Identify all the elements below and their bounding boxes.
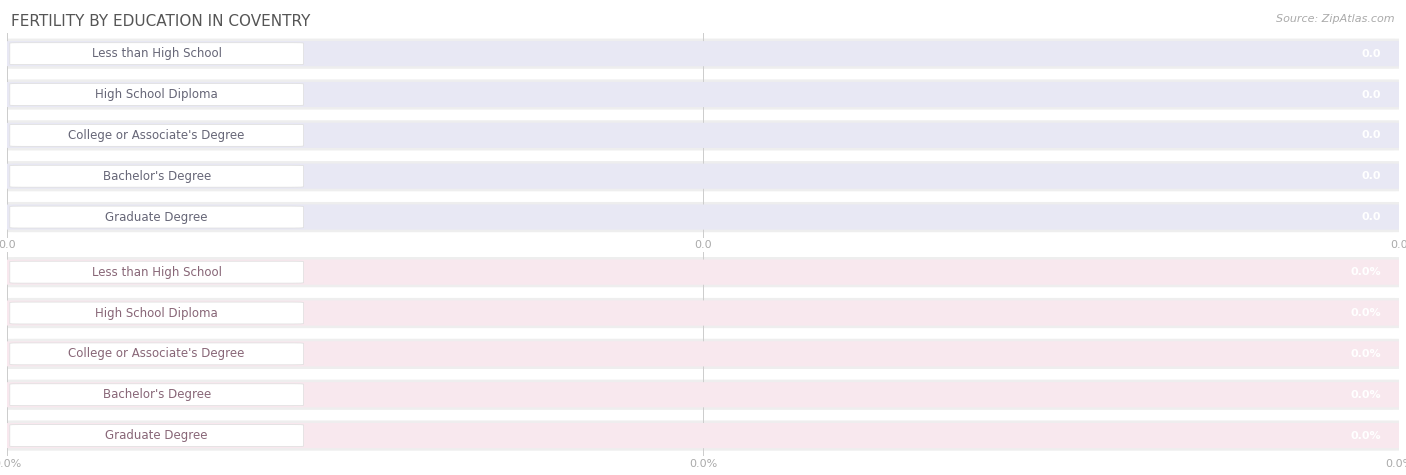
FancyBboxPatch shape	[3, 82, 1403, 107]
Text: Bachelor's Degree: Bachelor's Degree	[103, 388, 211, 401]
Text: High School Diploma: High School Diploma	[96, 88, 218, 101]
FancyBboxPatch shape	[0, 298, 1406, 328]
FancyBboxPatch shape	[10, 261, 304, 283]
FancyBboxPatch shape	[0, 38, 1406, 69]
FancyBboxPatch shape	[0, 380, 1406, 410]
FancyBboxPatch shape	[0, 79, 1406, 110]
Text: College or Associate's Degree: College or Associate's Degree	[69, 347, 245, 361]
Text: 0.0%: 0.0%	[1350, 349, 1381, 359]
FancyBboxPatch shape	[3, 123, 1403, 148]
Text: 0.0: 0.0	[1361, 48, 1381, 59]
Text: Source: ZipAtlas.com: Source: ZipAtlas.com	[1277, 14, 1395, 24]
FancyBboxPatch shape	[3, 205, 1403, 229]
FancyBboxPatch shape	[10, 302, 304, 324]
Text: 0.0%: 0.0%	[1350, 267, 1381, 277]
FancyBboxPatch shape	[10, 43, 304, 65]
Text: Bachelor's Degree: Bachelor's Degree	[103, 170, 211, 183]
Text: High School Diploma: High School Diploma	[96, 306, 218, 320]
FancyBboxPatch shape	[3, 342, 1403, 366]
FancyBboxPatch shape	[0, 161, 1406, 191]
FancyBboxPatch shape	[10, 206, 304, 228]
Text: 0.0%: 0.0%	[1350, 308, 1381, 318]
FancyBboxPatch shape	[10, 343, 304, 365]
Text: 0.0: 0.0	[1361, 171, 1381, 181]
Text: Graduate Degree: Graduate Degree	[105, 429, 208, 442]
FancyBboxPatch shape	[10, 84, 304, 105]
FancyBboxPatch shape	[3, 382, 1403, 407]
FancyBboxPatch shape	[0, 120, 1406, 151]
Text: 0.0%: 0.0%	[1350, 430, 1381, 441]
Text: FERTILITY BY EDUCATION IN COVENTRY: FERTILITY BY EDUCATION IN COVENTRY	[11, 14, 311, 29]
FancyBboxPatch shape	[10, 425, 304, 446]
FancyBboxPatch shape	[3, 41, 1403, 66]
Text: College or Associate's Degree: College or Associate's Degree	[69, 129, 245, 142]
Text: Less than High School: Less than High School	[91, 266, 222, 279]
FancyBboxPatch shape	[10, 124, 304, 146]
FancyBboxPatch shape	[3, 423, 1403, 448]
Text: 0.0%: 0.0%	[1350, 390, 1381, 400]
Text: 0.0: 0.0	[1361, 212, 1381, 222]
FancyBboxPatch shape	[10, 384, 304, 406]
FancyBboxPatch shape	[0, 202, 1406, 232]
Text: 0.0: 0.0	[1361, 130, 1381, 141]
FancyBboxPatch shape	[0, 420, 1406, 451]
Text: 0.0: 0.0	[1361, 89, 1381, 100]
FancyBboxPatch shape	[10, 165, 304, 187]
FancyBboxPatch shape	[3, 164, 1403, 189]
FancyBboxPatch shape	[3, 301, 1403, 325]
Text: Graduate Degree: Graduate Degree	[105, 210, 208, 224]
FancyBboxPatch shape	[3, 260, 1403, 285]
FancyBboxPatch shape	[0, 339, 1406, 369]
Text: Less than High School: Less than High School	[91, 47, 222, 60]
FancyBboxPatch shape	[0, 257, 1406, 287]
